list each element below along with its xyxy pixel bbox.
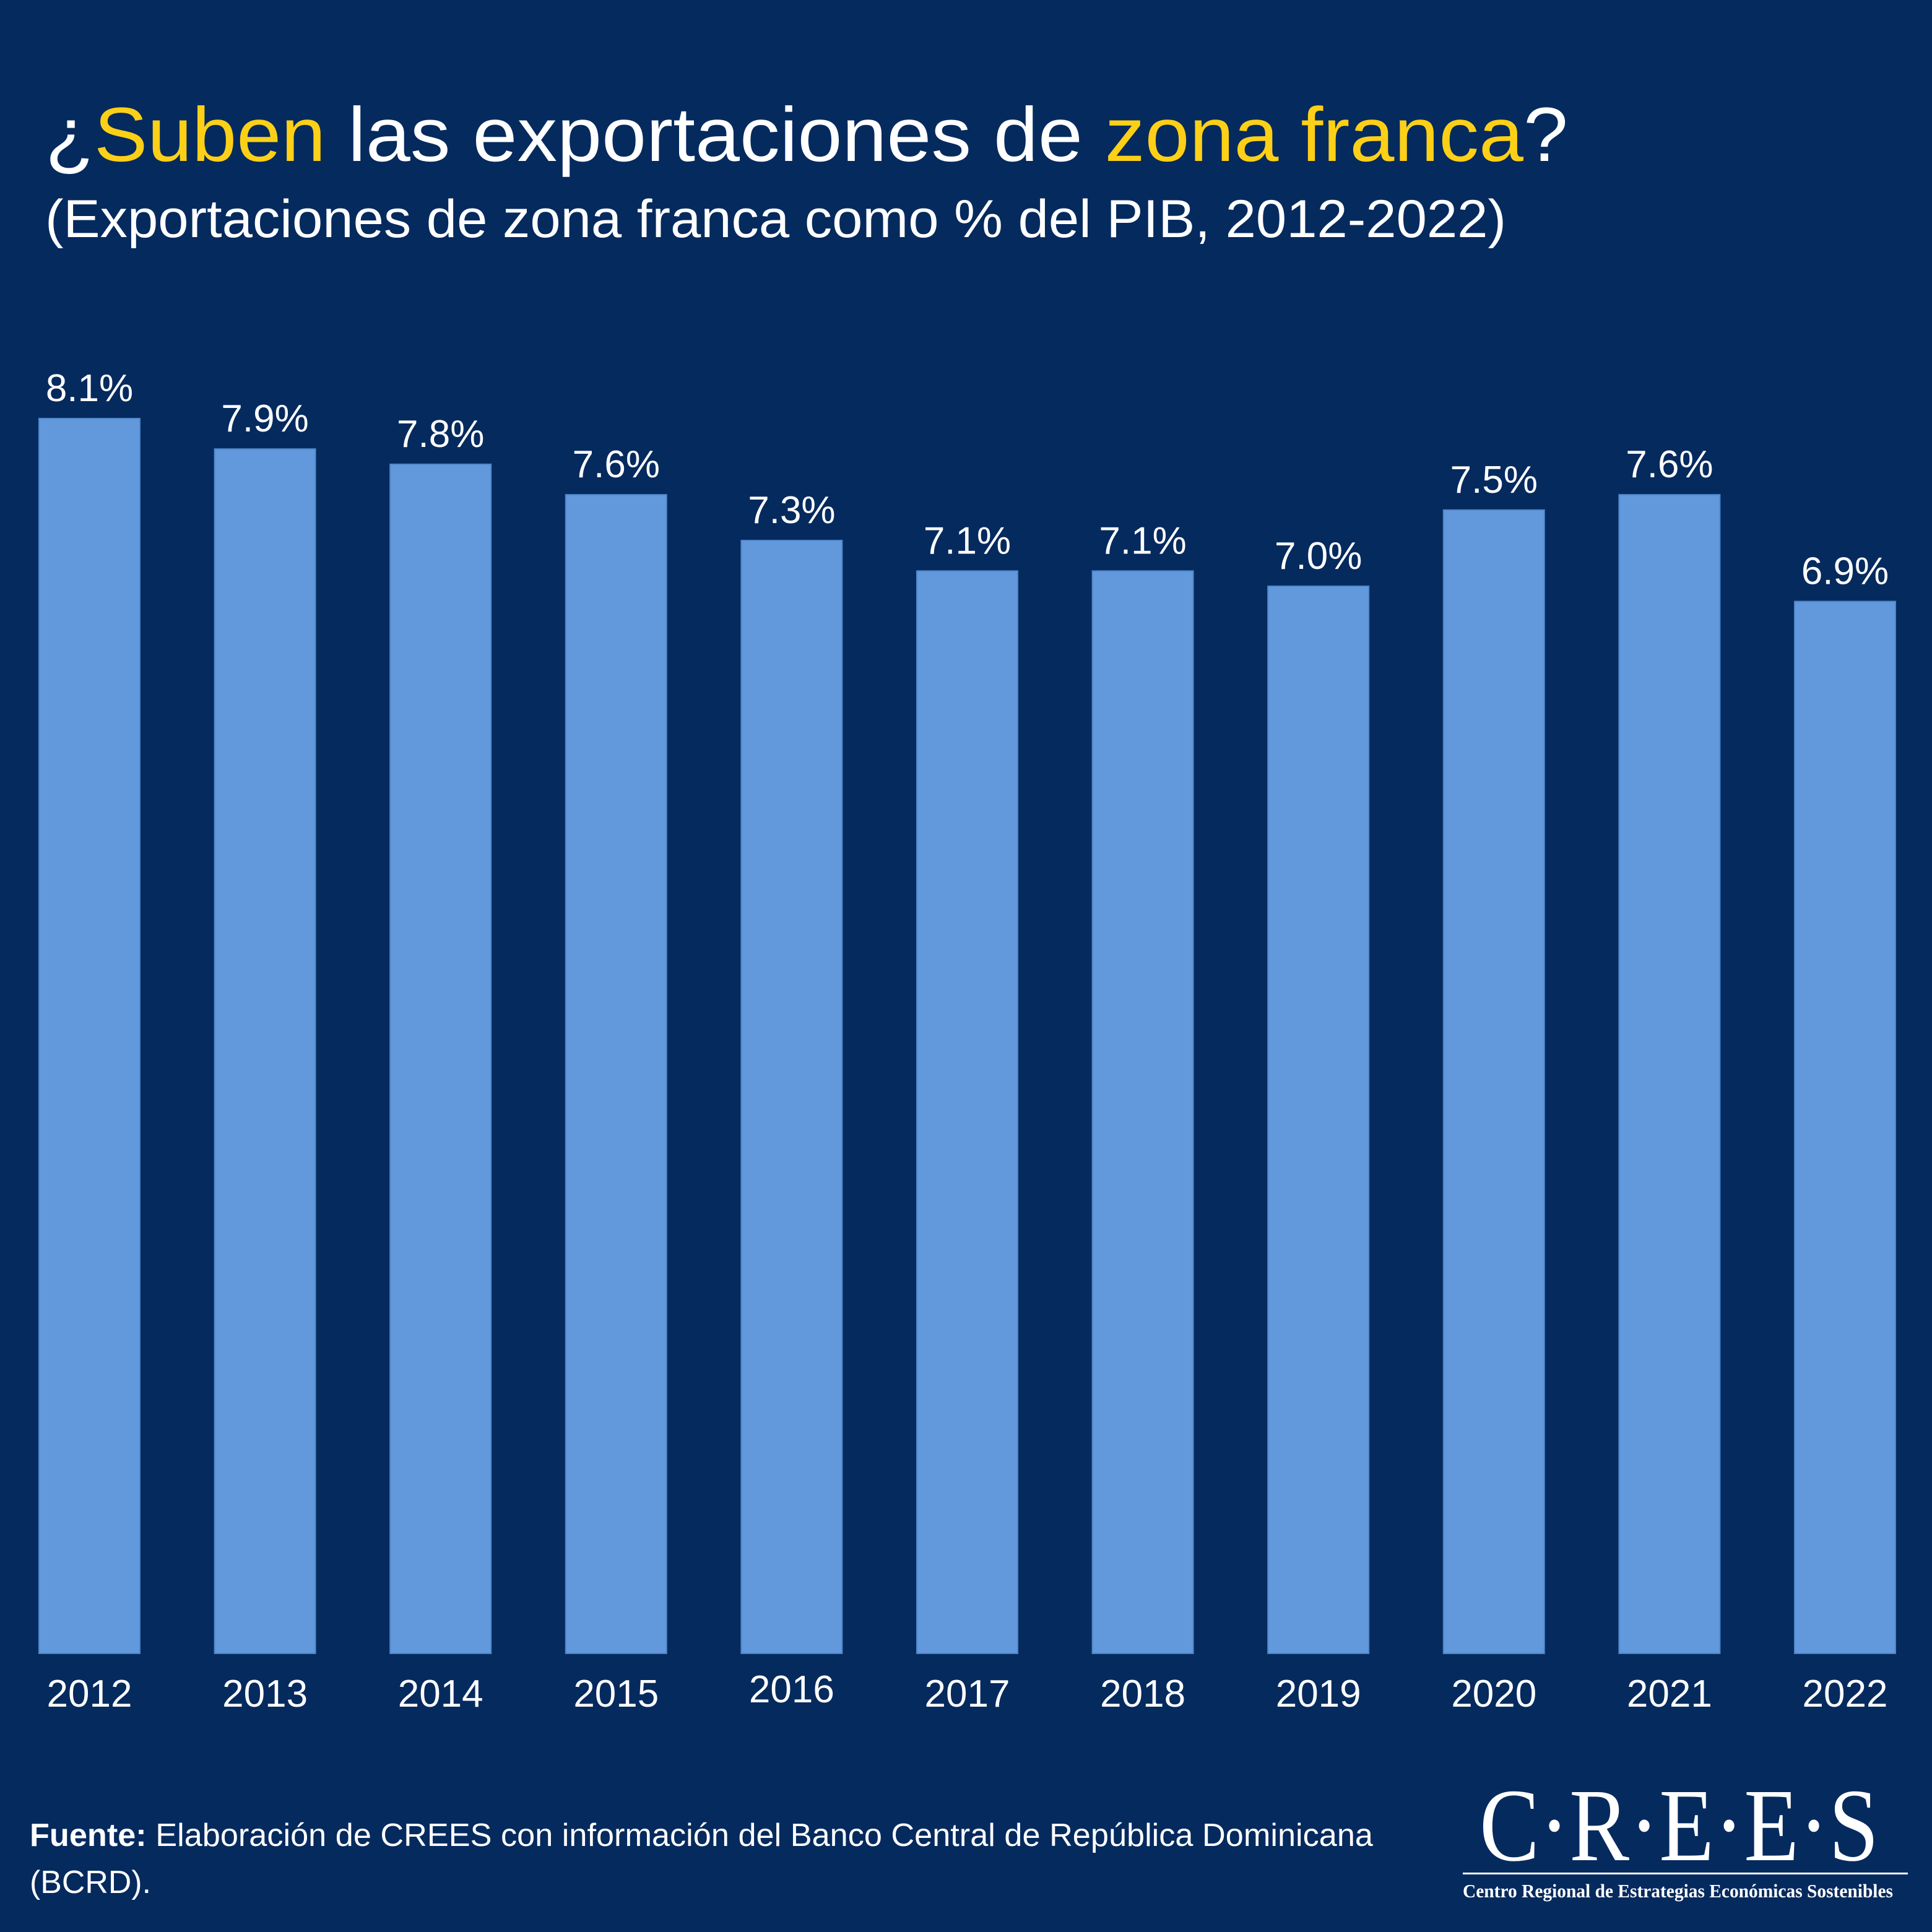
chart-subtitle: (Exportaciones de zona franca como % del… [45,189,1506,249]
data-label-2021: 7.6% [1626,443,1713,486]
bar-2014 [389,463,492,1654]
source-label: Fuente: [30,1817,147,1853]
data-label-2014: 7.8% [397,413,484,456]
source-text: Elaboración de CREES con información del… [147,1817,1373,1853]
title-middle: las exportaciones de [326,92,1105,178]
x-tick-label-2021: 2021 [1627,1673,1712,1715]
data-label-2017: 7.1% [924,519,1011,562]
logo-tagline: Centro Regional de Estrategias Económica… [1463,1880,1893,1902]
x-tick-label-2022: 2022 [1803,1673,1888,1715]
bar-2022 [1794,600,1896,1654]
data-label-2022: 6.9% [1801,550,1889,593]
data-label-2015: 7.6% [573,443,660,486]
bar-2016 [740,540,843,1654]
data-label-2019: 7.0% [1275,535,1362,578]
data-label-2018: 7.1% [1099,519,1186,562]
logo-divider [1463,1873,1908,1874]
x-axis-tick-labels: 2012 2013 2014 2015 2016 2017 2018 2019 2020 2021… [47,1668,1888,1715]
chart-title: ¿Suben las exportaciones de zona franca? [45,92,1568,178]
source-note: Fuente: Elaboración de CREES con informa… [30,1817,1373,1853]
data-label-2016: 7.3% [748,489,835,532]
crees-logo: C·R·E·E·S Centro Regional de Estrategias… [1463,1768,1908,1902]
title-open-mark: ¿ [45,92,94,178]
bar-2015 [565,494,667,1654]
x-tick-label-2014: 2014 [398,1673,483,1715]
bar-2021 [1618,494,1721,1654]
title-close-mark: ? [1523,92,1568,178]
x-tick-label-2019: 2019 [1276,1673,1361,1715]
x-tick-label-2016: 2016 [749,1668,834,1711]
x-tick-label-2020: 2020 [1451,1673,1536,1715]
bar-2020 [1442,509,1545,1655]
bars-group [38,418,1896,1655]
logo-wordmark: C·R·E·E·S [1479,1768,1879,1883]
bar-chart: 8.1% 7.9% 7.8% 7.6% 7.3% 7.1% 7.1% 7.0% 7.5% 7.6%… [38,367,1896,1715]
bar-2019 [1267,585,1370,1654]
x-tick-label-2015: 2015 [573,1673,659,1715]
title-highlight-zona-franca: zona franca [1105,92,1523,178]
x-tick-label-2012: 2012 [47,1673,132,1715]
x-tick-label-2018: 2018 [1100,1673,1185,1715]
data-label-2013: 7.9% [221,397,308,440]
x-tick-label-2017: 2017 [925,1673,1010,1715]
x-tick-label-2013: 2013 [222,1673,308,1715]
data-label-2020: 7.5% [1450,459,1538,501]
source-note-line-2: (BCRD). [30,1865,151,1900]
value-labels-group: 8.1% 7.9% 7.8% 7.6% 7.3% 7.1% 7.1% 7.0% 7.5% 7.6%… [46,367,1889,593]
bar-2013 [214,448,316,1655]
bar-2017 [916,570,1018,1654]
data-label-2012: 8.1% [46,367,133,410]
title-highlight-suben: Suben [94,92,326,178]
bar-2012 [38,418,141,1654]
bar-2018 [1091,570,1194,1654]
